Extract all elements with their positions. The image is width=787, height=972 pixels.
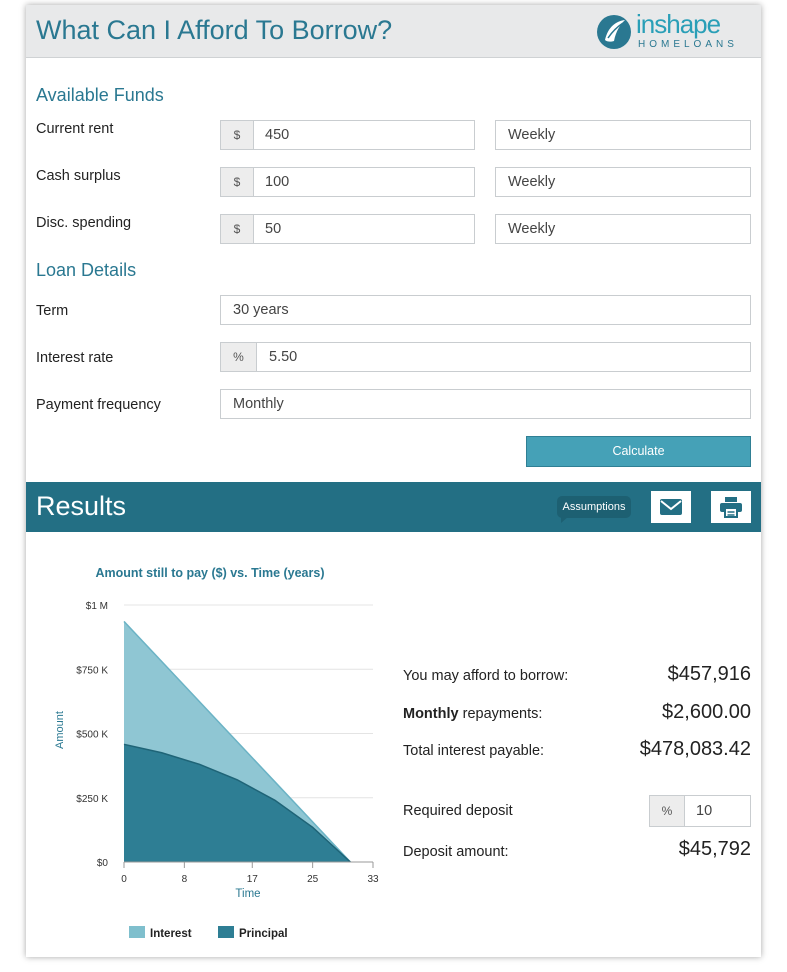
cash-surplus-frequency-select[interactable]: Weekly — [495, 167, 751, 197]
percent-addon: % — [221, 343, 257, 371]
current-rent-field[interactable]: $ — [220, 120, 475, 150]
tooltip-tail-icon — [561, 516, 569, 523]
printer-icon — [720, 497, 742, 518]
y-axis-label: Amount — [54, 711, 66, 749]
legend-swatch-interest — [129, 926, 145, 938]
legend-label-interest: Interest — [150, 928, 192, 940]
deposit-field[interactable]: % — [649, 795, 751, 827]
envelope-icon — [660, 499, 682, 515]
results-title: Results — [36, 491, 127, 521]
term-label: Term — [36, 303, 69, 319]
cash-surplus-label: Cash surplus — [36, 168, 121, 184]
x-tick-label: 17 — [247, 874, 259, 885]
inshape-logo: inshape HOMELOANS — [594, 9, 754, 53]
currency-addon: $ — [221, 121, 254, 149]
email-button[interactable] — [651, 491, 691, 523]
deposit-amount-label: Deposit amount: — [403, 844, 509, 860]
x-tick-label: 8 — [182, 874, 188, 885]
borrow-label: You may afford to borrow: — [403, 668, 569, 684]
page-title: What Can I Afford To Borrow? — [36, 15, 393, 45]
required-deposit-label: Required deposit — [403, 803, 513, 819]
logo-subtitle: HOMELOANS — [638, 39, 738, 50]
borrow-value: $457,916 — [667, 663, 751, 685]
disc-spending-input[interactable] — [265, 215, 465, 243]
repayments-frequency: Monthly — [403, 706, 459, 722]
current-rent-frequency-value: Weekly — [508, 127, 556, 143]
repayments-label: Monthly repayments: — [403, 706, 542, 722]
interest-rate-label: Interest rate — [36, 350, 114, 366]
current-rent-frequency-select[interactable]: Weekly — [495, 120, 751, 150]
loan-details-title: Loan Details — [36, 260, 137, 280]
interest-rate-field[interactable]: % — [220, 342, 751, 372]
repayments-label-text: repayments: — [462, 706, 543, 722]
series-line-interest — [123, 620, 351, 863]
disc-spending-label: Disc. spending — [36, 215, 132, 231]
deposit-input[interactable] — [696, 796, 746, 826]
balance-chart-svg: Amount still to pay ($) vs. Time (years)… — [54, 566, 379, 940]
balance-chart: Amount still to pay ($) vs. Time (years)… — [26, 550, 386, 950]
calculate-button[interactable]: Calculate — [526, 436, 751, 467]
chart-title: Amount still to pay ($) vs. Time (years) — [96, 566, 325, 580]
legend-label-principal: Principal — [239, 928, 288, 940]
repayments-value: $2,600.00 — [662, 701, 751, 723]
currency-addon: $ — [221, 215, 254, 243]
term-value: 30 years — [233, 302, 289, 318]
interest-rate-input[interactable] — [269, 343, 739, 371]
payment-frequency-value: Monthly — [233, 396, 284, 412]
current-rent-input[interactable] — [265, 121, 465, 149]
calculator-card: What Can I Afford To Borrow? inshape HOM… — [26, 5, 761, 957]
disc-spending-frequency-value: Weekly — [508, 221, 556, 237]
results-bar: Results Assumptions — [26, 482, 761, 532]
x-axis-label: Time — [235, 888, 260, 900]
header: What Can I Afford To Borrow? inshape HOM… — [26, 5, 761, 58]
y-tick-label: $0 — [97, 858, 109, 869]
logo-wordmark: inshape — [636, 9, 721, 39]
current-rent-label: Current rent — [36, 121, 114, 137]
payment-frequency-label: Payment frequency — [36, 397, 161, 413]
available-funds-title: Available Funds — [36, 85, 164, 105]
disc-spending-frequency-select[interactable]: Weekly — [495, 214, 751, 244]
y-tick-label: $1 M — [86, 601, 108, 612]
currency-addon: $ — [221, 168, 254, 196]
y-tick-label: $500 K — [76, 730, 108, 741]
cash-surplus-frequency-value: Weekly — [508, 174, 556, 190]
series-line-principal — [123, 743, 351, 863]
term-select[interactable]: 30 years — [220, 295, 751, 325]
cash-surplus-field[interactable]: $ — [220, 167, 475, 197]
total-interest-label: Total interest payable: — [403, 743, 545, 759]
series-area-principal — [124, 744, 351, 862]
disc-spending-field[interactable]: $ — [220, 214, 475, 244]
total-interest-value: $478,083.42 — [639, 738, 751, 760]
legend-swatch-principal — [218, 926, 234, 938]
assumptions-button[interactable]: Assumptions — [557, 496, 631, 523]
cash-surplus-input[interactable] — [265, 168, 465, 196]
percent-addon: % — [650, 796, 685, 826]
x-tick-label: 33 — [367, 874, 379, 885]
y-tick-label: $750 K — [76, 665, 108, 676]
print-button[interactable] — [711, 491, 751, 523]
x-tick-label: 0 — [121, 874, 127, 885]
payment-frequency-select[interactable]: Monthly — [220, 389, 751, 419]
deposit-amount-value: $45,792 — [678, 838, 751, 860]
y-tick-label: $250 K — [76, 794, 108, 805]
x-tick-label: 25 — [307, 874, 319, 885]
assumptions-label: Assumptions — [562, 501, 626, 513]
